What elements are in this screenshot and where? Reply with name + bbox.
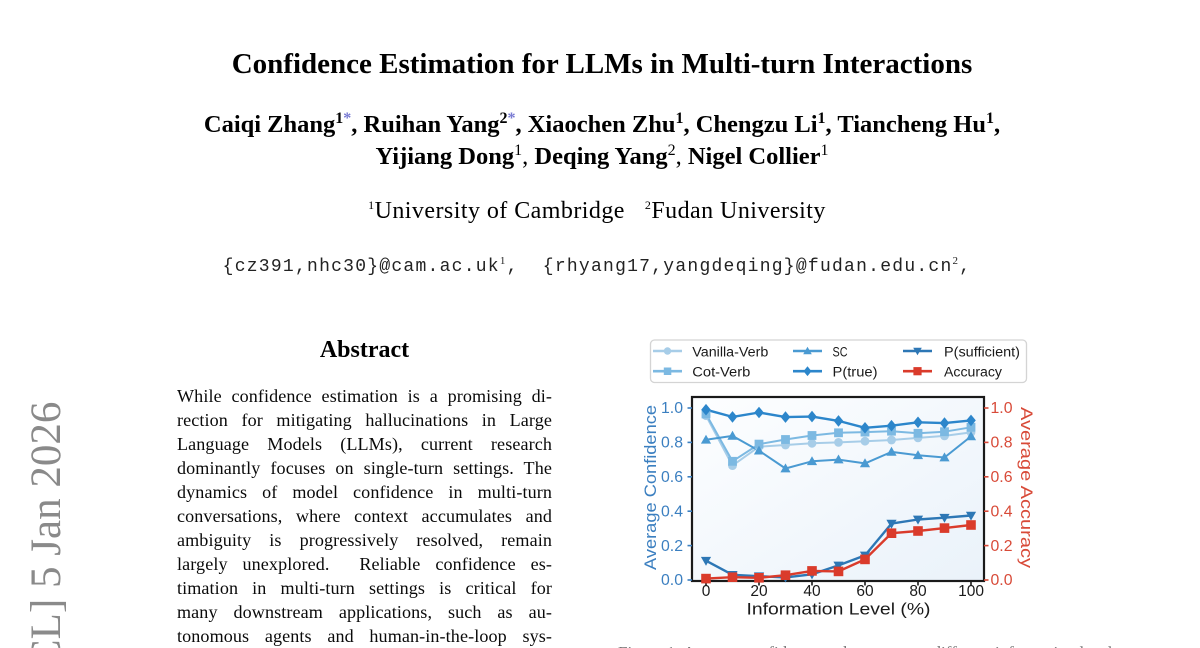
svg-text:P(sufficient): P(sufficient) — [944, 344, 1020, 359]
svg-text:0.0: 0.0 — [661, 572, 683, 589]
svg-text:Accuracy: Accuracy — [944, 365, 1002, 380]
svg-text:0.8: 0.8 — [991, 435, 1013, 452]
svg-text:SC: SC — [833, 344, 848, 359]
svg-text:1.0: 1.0 — [991, 400, 1013, 417]
svg-text:0.8: 0.8 — [661, 435, 683, 452]
svg-text:Average Accuracy: Average Accuracy — [1017, 407, 1035, 569]
svg-text:Cot-Verb: Cot-Verb — [692, 365, 750, 380]
svg-text:1.0: 1.0 — [661, 400, 683, 417]
svg-text:0.2: 0.2 — [661, 538, 683, 555]
svg-text:Vanilla-Verb: Vanilla-Verb — [692, 344, 768, 359]
svg-text:80: 80 — [909, 583, 927, 600]
svg-text:Information Level (%): Information Level (%) — [747, 600, 931, 619]
svg-text:0.4: 0.4 — [991, 503, 1013, 520]
svg-text:0: 0 — [702, 583, 711, 600]
svg-text:0.4: 0.4 — [661, 503, 683, 520]
svg-text:60: 60 — [856, 583, 874, 600]
svg-text:Average Confidence: Average Confidence — [642, 405, 660, 570]
svg-text:20: 20 — [750, 583, 768, 600]
svg-text:0.0: 0.0 — [991, 572, 1013, 589]
svg-text:0.2: 0.2 — [991, 538, 1013, 555]
svg-text:0.6: 0.6 — [661, 469, 683, 486]
svg-text:100: 100 — [958, 583, 984, 600]
svg-text:40: 40 — [803, 583, 821, 600]
svg-text:P(true): P(true) — [833, 365, 878, 380]
svg-text:0.6: 0.6 — [991, 469, 1013, 486]
